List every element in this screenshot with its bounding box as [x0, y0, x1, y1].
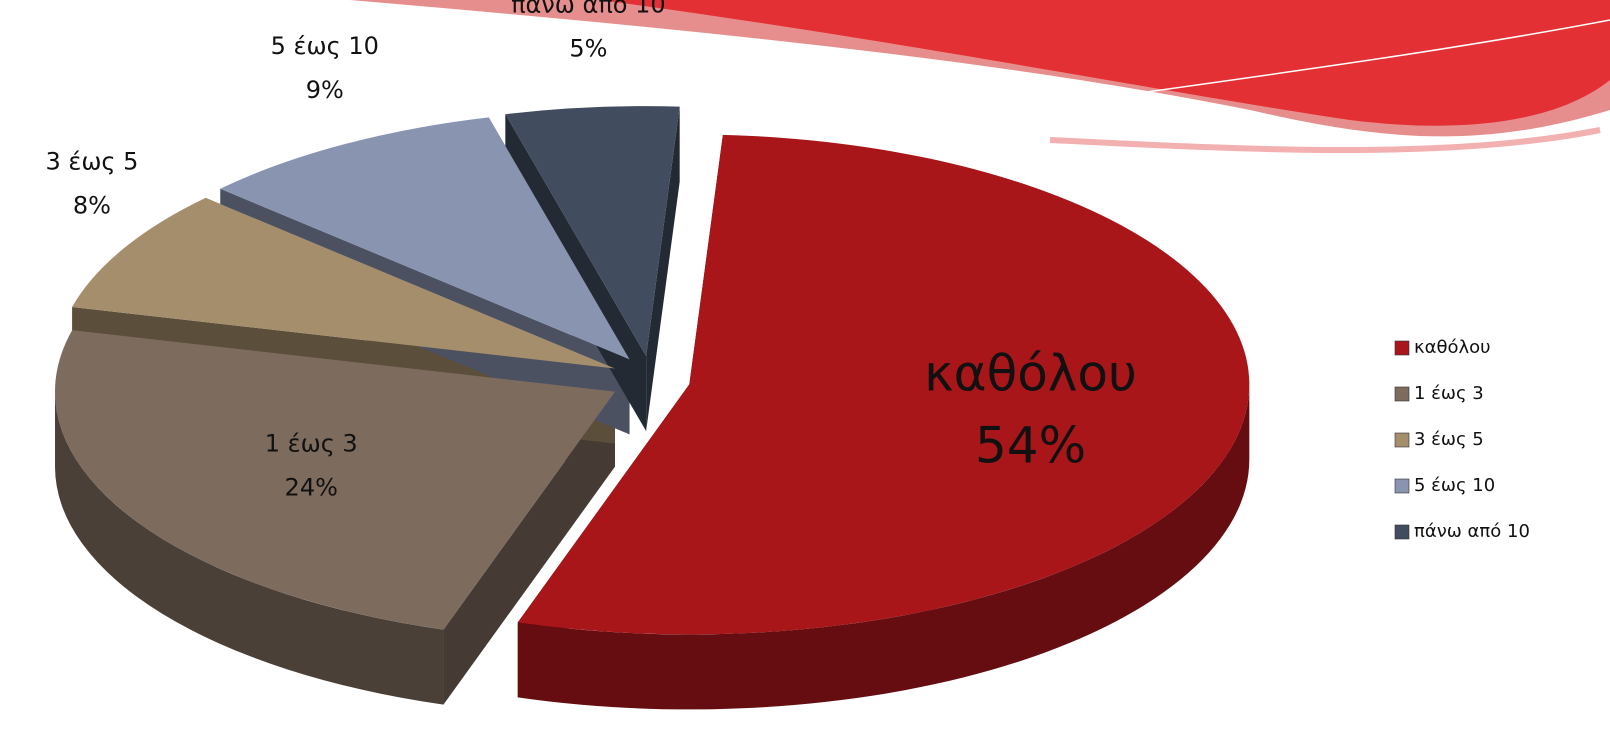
- legend-label: 3 έως 5: [1414, 429, 1484, 450]
- data-label-value: 5%: [569, 34, 607, 62]
- legend-swatch: [1394, 340, 1410, 356]
- slice-side: [55, 391, 444, 705]
- data-label-name: πάνω από 10: [511, 0, 666, 18]
- legend-label: καθόλου: [1414, 337, 1491, 358]
- pie-slice: [517, 134, 1250, 635]
- legend-label: πάνω από 10: [1414, 521, 1530, 542]
- data-label-value: 24%: [285, 474, 338, 502]
- legend-label: 1 έως 3: [1414, 383, 1484, 404]
- data-label-name: 1 έως 3: [265, 430, 358, 458]
- slice-wall: [443, 391, 616, 705]
- legend-swatch: [1394, 432, 1410, 448]
- pie-slice: [220, 117, 630, 360]
- legend-swatch: [1394, 386, 1410, 402]
- pie-slice: [72, 197, 615, 369]
- legend-label: 5 έως 10: [1414, 475, 1495, 496]
- slice-wall: [646, 106, 680, 432]
- data-label-value: 8%: [73, 191, 111, 219]
- data-label-name: 5 έως 10: [271, 32, 379, 60]
- pie-slice: [505, 106, 680, 357]
- legend-swatch: [1394, 524, 1410, 540]
- slice-side: [517, 384, 1250, 710]
- data-label-name: 3 έως 5: [45, 147, 138, 175]
- data-label-value: 9%: [306, 76, 344, 104]
- data-label-value: 54%: [975, 417, 1086, 475]
- data-label-name: καθόλου: [924, 345, 1137, 403]
- decoration: [350, 0, 1610, 153]
- pie-slice: [55, 330, 616, 630]
- legend-swatch: [1394, 478, 1410, 494]
